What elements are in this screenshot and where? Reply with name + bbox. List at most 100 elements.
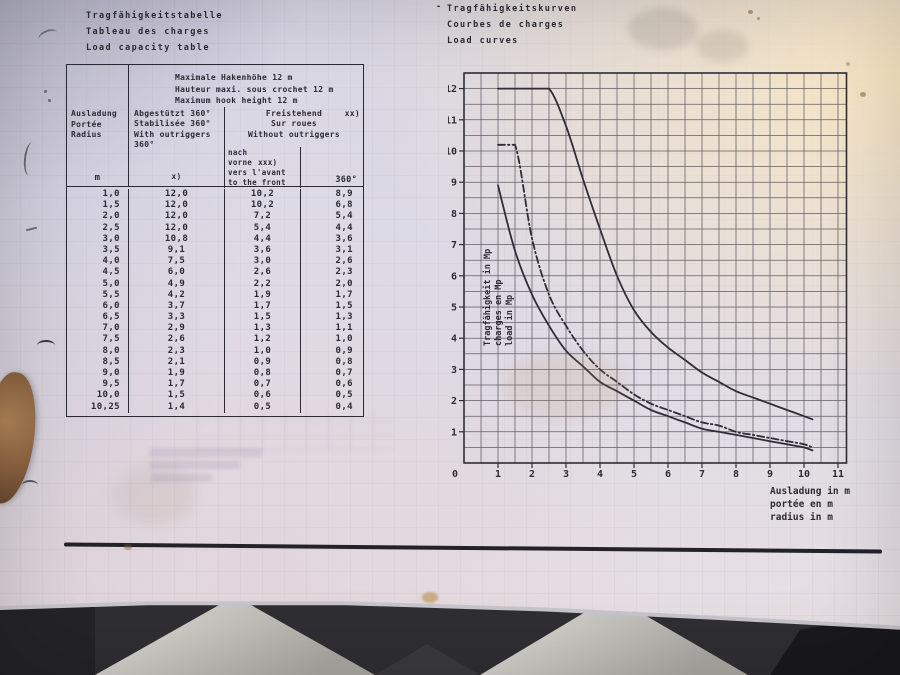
table-cell: 8,0 — [67, 345, 129, 357]
table-cell: 0,5 — [335, 390, 353, 401]
table-cell: 1,5 — [335, 300, 353, 311]
header-line: 360° — [335, 175, 357, 185]
table-cell: 4,4 — [225, 233, 301, 245]
header-line: Ausladung — [71, 109, 118, 118]
table-cell: 1,1 — [335, 323, 353, 334]
header-line: Without outriggers — [247, 129, 341, 139]
y-tick-label: 1 — [451, 427, 457, 438]
header-line: to the front — [228, 177, 286, 187]
floor-triangle-dark — [375, 644, 480, 675]
table-row: 5,0 4,9 2,2 2,0 — [67, 278, 363, 290]
paper-page: Tragfähigkeitstabelle Tableau des charge… — [0, 0, 900, 628]
table-cell: 9,1 — [129, 244, 225, 257]
table-cell: 12,0 — [129, 211, 225, 223]
table-cell: 2,6 — [129, 334, 225, 346]
table-cell: 12,0 — [129, 189, 225, 201]
table-row: 7,0 2,9 1,3 1,1 — [67, 323, 363, 335]
x-tick-label: 2 — [529, 469, 535, 480]
table-cell: 3,0 — [67, 233, 129, 245]
curve-free-standing-front — [497, 143, 814, 449]
pen-mark — [48, 99, 51, 102]
table-cell: 8,5 — [67, 356, 129, 368]
table-cell: 2,0 — [335, 278, 353, 289]
table-cell: 1,2 — [225, 334, 301, 346]
table-cell: 6,0 — [67, 300, 129, 313]
table-cell: 3,6 — [335, 233, 353, 244]
hook-height-header: Maximale Hakenhöhe 12 m Hauteur maxi. so… — [129, 65, 363, 107]
outriggers-column-header: Abgestützt 360° Stabilisée 360° With out… — [129, 106, 225, 188]
table-cell: 10,8 — [129, 233, 225, 245]
table-cell: 10,2 — [225, 189, 301, 201]
table-cell: 9,0 — [67, 368, 129, 380]
table-cell: 1,0 — [335, 334, 353, 345]
table-cell: 6,8 — [335, 200, 353, 211]
table-cell: 0,6 — [225, 390, 301, 402]
load-curves-chart: 12345678910111212345678910110Tragfähigke… — [448, 72, 850, 523]
x-axis-title-line: radius in m — [770, 512, 833, 523]
bleed-ghost-grid — [196, 410, 394, 450]
table-cell: 1,0 — [225, 345, 301, 357]
table-cell: 1,4 — [129, 401, 225, 413]
bleed-ghost — [150, 448, 262, 457]
footnote-marker: xx) — [344, 108, 360, 118]
x-tick-label: 8 — [733, 469, 739, 480]
x-axis-title-line: portée en m — [770, 499, 833, 510]
chart-border — [463, 72, 848, 464]
y-tick-label: 2 — [451, 396, 457, 407]
table-cell: 2,6 — [225, 267, 301, 279]
title-line: Courbes de charges — [447, 20, 565, 30]
y-tick-label: 3 — [451, 365, 457, 376]
table-cell: 4,9 — [129, 278, 225, 290]
table-cell: 1,7 — [225, 300, 301, 313]
table-cell: 2,3 — [129, 345, 225, 357]
x-tick-label: 11 — [832, 469, 844, 480]
table-body: 1,0 12,0 10,2 8,9 1,5 12,0 10,2 6,8 2,0 12,0 7,2 5,… — [67, 187, 363, 416]
title-line: Load curves — [447, 36, 519, 46]
table-row: 1,0 12,0 10,2 8,9 — [67, 189, 363, 201]
header-line: Stabilisée 360° — [134, 119, 211, 128]
curves-title-block: - Tragfähigkeitskurven Courbes de charge… — [436, 1, 578, 49]
table-cell: 1,9 — [129, 368, 225, 380]
table-cell: 1,3 — [225, 323, 301, 335]
footnote-marker: x) — [171, 172, 182, 181]
x-axis-title-line: Ausladung in m — [770, 486, 850, 497]
table-row: 4,0 7,5 3,0 2,6 — [67, 256, 363, 268]
header-line: Maximale Hakenhöhe 12 m — [175, 73, 293, 82]
y-axis-title-line: charges en Mp — [494, 279, 504, 346]
table-cell: 1,7 — [335, 289, 353, 300]
table-cell: 1,0 — [67, 189, 129, 201]
table-cell: 12,0 — [129, 200, 225, 212]
table-row: 10,25 1,4 0,5 0,4 — [67, 401, 363, 413]
table-row: 10,0 1,5 0,6 0,5 — [67, 390, 363, 402]
title-line: Tragfähigkeitskurven — [447, 4, 578, 14]
paper-speck — [422, 592, 438, 603]
header-line: With outriggers 360° — [134, 129, 211, 150]
x-tick-label: 5 — [631, 469, 637, 480]
header-line: Portée — [71, 119, 102, 129]
header-line: Sur roues — [270, 119, 318, 128]
y-tick-label: 9 — [451, 178, 457, 189]
table-cell: 5,4 — [225, 222, 301, 234]
y-axis-title-line: load in Mp — [504, 295, 515, 346]
table-cell: 1,7 — [129, 379, 225, 391]
x-tick-label: 10 — [798, 469, 810, 480]
table-cell: 2,3 — [335, 267, 353, 278]
floor-triangle — [480, 596, 748, 675]
pen-mark — [22, 480, 38, 490]
table-cell: 2,2 — [225, 278, 301, 290]
pen-mark — [25, 226, 38, 232]
table-cell: 4,2 — [129, 289, 225, 301]
table-cell: 7,5 — [129, 256, 225, 268]
curve-with-outriggers-360 — [497, 87, 814, 421]
table-cell: 2,9 — [129, 323, 225, 335]
paper-stain — [628, 8, 698, 50]
table-cell: 5,4 — [335, 211, 353, 222]
table-cell: 1,3 — [335, 312, 353, 323]
y-tick-label: 6 — [451, 271, 457, 282]
x-tick-label: 6 — [665, 469, 671, 480]
table-header: Ausladung Portée Radius m Maximale Haken… — [67, 65, 363, 188]
table-cell: 6,5 — [67, 312, 129, 324]
y-tick-label: 11 — [448, 115, 457, 126]
header-line: Maximum hook height 12 m — [175, 96, 298, 105]
